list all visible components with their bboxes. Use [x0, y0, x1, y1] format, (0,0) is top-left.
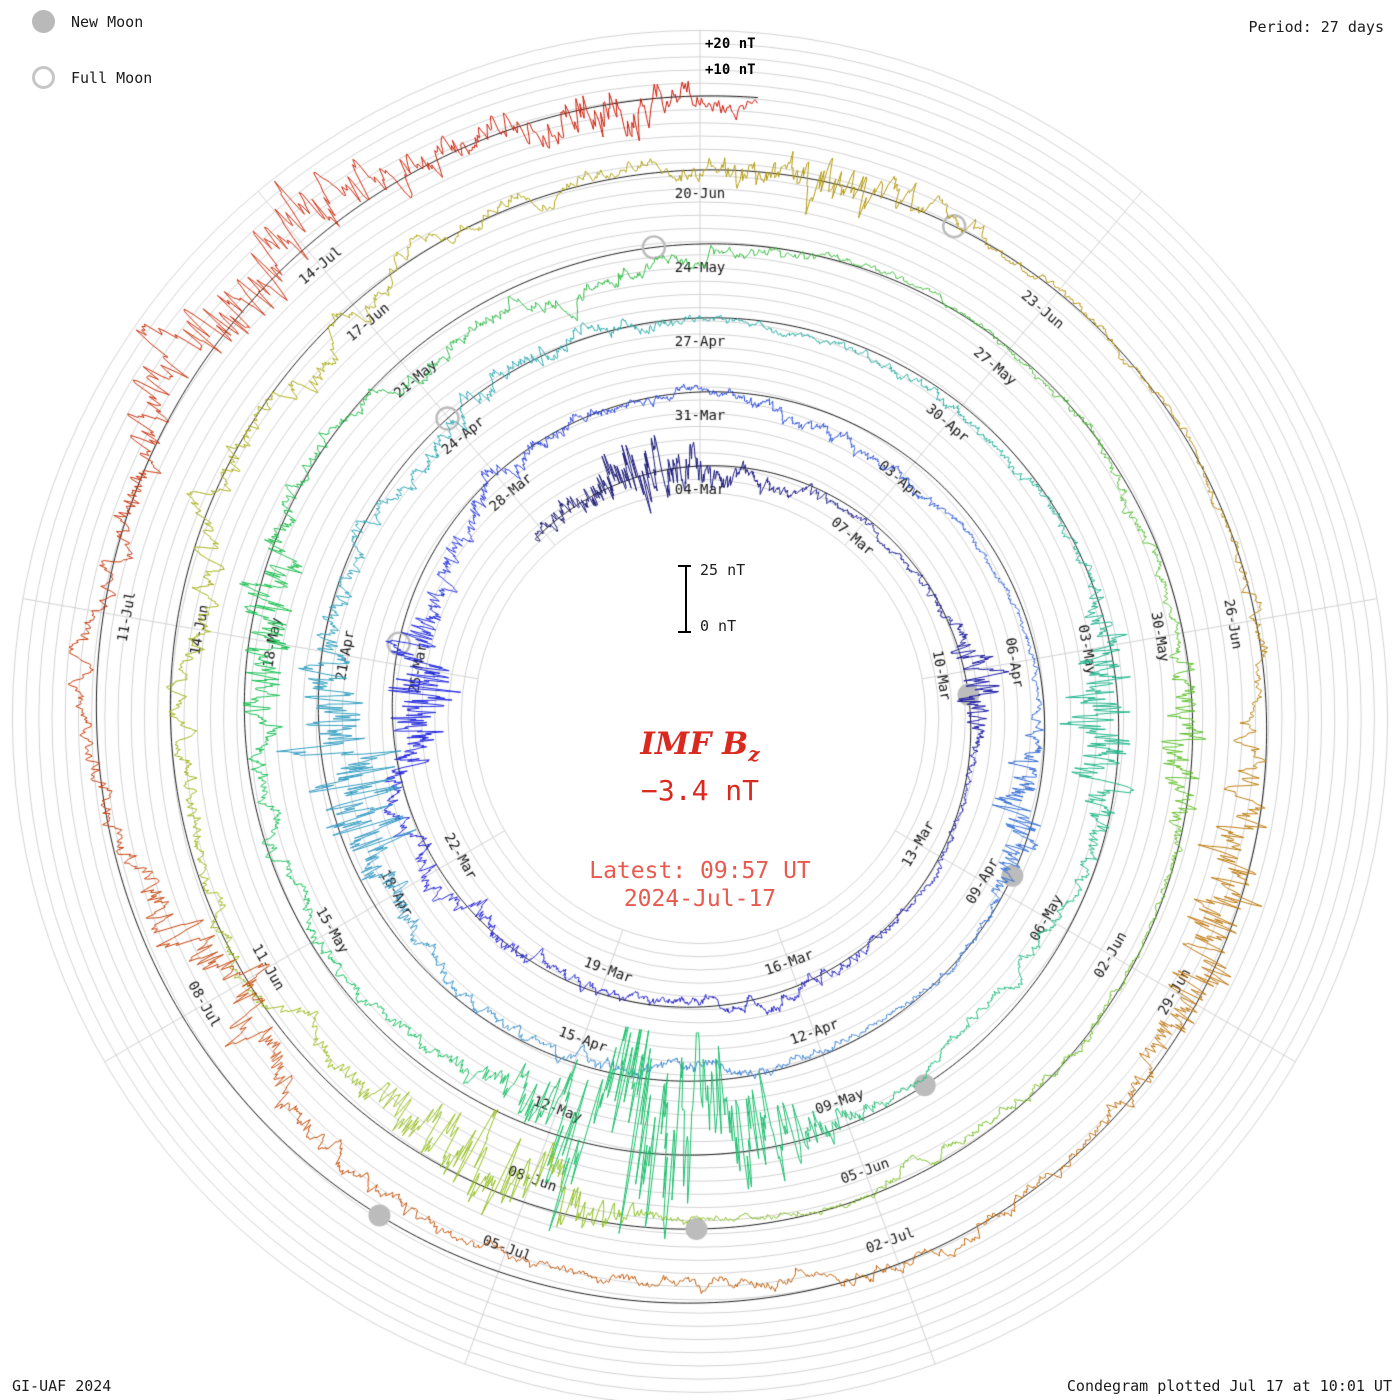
legend-new-moon: New Moon [32, 10, 152, 33]
moon-legend: New Moon Full Moon [32, 10, 152, 89]
center-title-text: IMF B [640, 726, 749, 762]
ref-plus20-label: +20 nT [705, 36, 756, 52]
plotted-label: Condegram plotted Jul 17 at 10:01 UT [1066, 1377, 1392, 1395]
center-title: IMF Bz [640, 726, 759, 766]
latest-date: 2024-Jul-17 [623, 886, 777, 912]
full-moon-label: Full Moon [71, 68, 153, 87]
period-label: Period: 27 days [1248, 18, 1384, 36]
ref-plus10-label: +10 nT [705, 62, 756, 78]
center-title-subscript: z [748, 742, 760, 767]
center-value: −3.4 nT [640, 774, 760, 807]
legend-full-moon: Full Moon [32, 66, 152, 89]
scale-top-label: 25 nT [700, 561, 746, 579]
full-moon-icon [32, 66, 55, 89]
scale-bottom-label: 0 nT [700, 617, 737, 635]
scale-bar-line [678, 565, 691, 633]
scale-bar: 25 nT 0 nT [678, 561, 745, 635]
latest-time: Latest: 09:57 UT [589, 858, 811, 884]
new-moon-icon [32, 10, 55, 33]
credit-label: GI-UAF 2024 [12, 1377, 112, 1395]
new-moon-label: New Moon [71, 12, 144, 31]
